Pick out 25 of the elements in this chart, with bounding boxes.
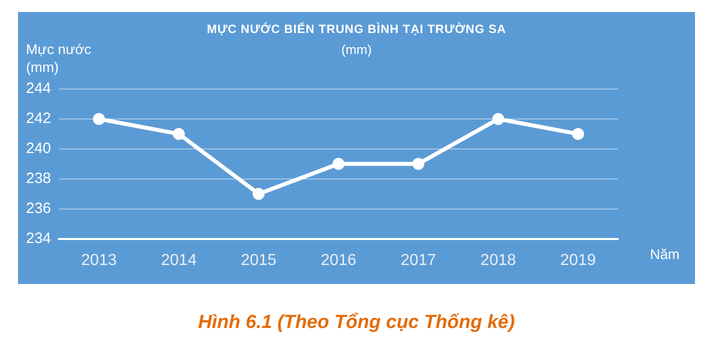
text: Hình 6.1 (Theo Tổng cục Thống kê) xyxy=(197,312,516,334)
point xyxy=(572,128,584,140)
point xyxy=(252,188,265,200)
x-tick-label: 2017 xyxy=(400,252,436,269)
x-axis-title: Năm xyxy=(650,246,680,262)
point xyxy=(332,158,345,170)
y-tick-label: 234 xyxy=(26,230,52,247)
point xyxy=(412,158,424,170)
x-tick-label: 2016 xyxy=(320,252,356,269)
y-tick-label: 240 xyxy=(26,140,52,158)
y-tick-label: 244 xyxy=(26,80,52,98)
chart-title: MỰC NƯỚC BIỂN TRUNG BÌNH TẠI TRƯỜNG SA xyxy=(206,22,508,36)
y-tick-label: 242 xyxy=(26,110,52,128)
point xyxy=(492,112,504,125)
y-tick-label: 236 xyxy=(26,200,52,217)
chart-subtitle: (mm) xyxy=(341,42,372,57)
y-axis-title: Mực nước (mm) xyxy=(26,40,92,76)
point xyxy=(92,112,105,125)
y-tick-label: 238 xyxy=(26,170,52,188)
x-tick-label: 2014 xyxy=(161,252,197,269)
point xyxy=(172,128,185,140)
x-tick-label: 2015 xyxy=(240,252,277,269)
x-tick-label: 2019 xyxy=(560,252,596,269)
x-tick-label: 2013 xyxy=(81,252,117,269)
x-tick-label: 2018 xyxy=(480,252,516,269)
